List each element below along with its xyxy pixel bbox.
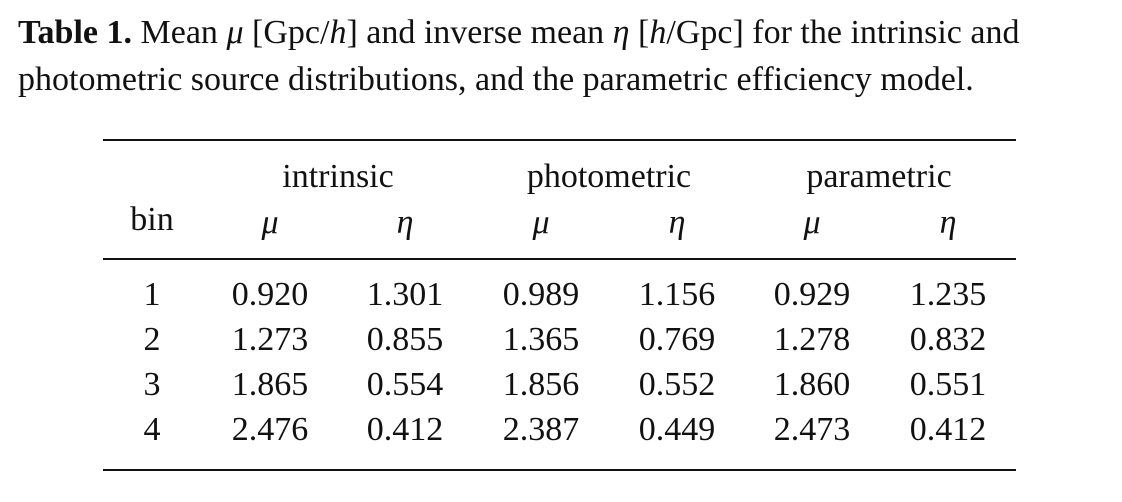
table-cell-bin: 2 bbox=[143, 321, 161, 358]
table-cell: 1.365 bbox=[502, 321, 580, 358]
table-cell: 0.412 bbox=[366, 411, 444, 448]
column-header-mu: μ bbox=[261, 204, 279, 241]
column-header-eta: η bbox=[668, 204, 686, 241]
table-cell: 2.473 bbox=[773, 411, 851, 448]
table-cell-bin: 4 bbox=[143, 411, 161, 448]
table-cell: 1.156 bbox=[638, 276, 716, 313]
table-cell: 0.769 bbox=[638, 321, 716, 358]
table-cell: 0.929 bbox=[773, 276, 851, 313]
caption-text: /Gpc] for the intrinsic and photometric … bbox=[18, 14, 1020, 98]
table-bottom-rule bbox=[103, 469, 1016, 471]
column-header-mu: μ bbox=[803, 204, 821, 241]
column-header-eta: η bbox=[396, 204, 414, 241]
table-cell-bin: 3 bbox=[143, 366, 161, 403]
table-cell: 0.989 bbox=[502, 276, 580, 313]
caption-mu-symbol: μ bbox=[226, 14, 244, 51]
table-cell: 0.855 bbox=[366, 321, 444, 358]
caption-text: [Gpc/ bbox=[243, 14, 330, 51]
table-cell: 1.856 bbox=[502, 366, 580, 403]
group-header-photometric: photometric bbox=[526, 158, 692, 195]
table-cell: 0.832 bbox=[909, 321, 987, 358]
table-caption: Table 1. Mean μ [Gpc/h] and inverse mean… bbox=[18, 9, 1113, 103]
caption-text: ] and inverse mean bbox=[346, 14, 613, 51]
table-cell: 1.860 bbox=[773, 366, 851, 403]
caption-eta-symbol: η bbox=[612, 14, 630, 51]
caption-text: Mean bbox=[132, 14, 227, 51]
table-cell: 0.412 bbox=[909, 411, 987, 448]
table-cell: 1.235 bbox=[909, 276, 987, 313]
table-cell: 1.301 bbox=[366, 276, 444, 313]
column-header-mu: μ bbox=[532, 204, 550, 241]
table-header-rule bbox=[103, 258, 1016, 260]
table-cell: 0.552 bbox=[638, 366, 716, 403]
column-header-bin: bin bbox=[130, 201, 174, 238]
table-cell: 0.551 bbox=[909, 366, 987, 403]
table-cell: 0.920 bbox=[231, 276, 309, 313]
table-cell: 1.273 bbox=[231, 321, 309, 358]
table-cell: 0.449 bbox=[638, 411, 716, 448]
caption-text: [ bbox=[629, 14, 650, 51]
table-cell: 1.278 bbox=[773, 321, 851, 358]
column-header-eta: η bbox=[939, 204, 957, 241]
caption-h-symbol: h bbox=[649, 14, 667, 51]
group-header-parametric: parametric bbox=[806, 158, 952, 195]
table-cell-bin: 1 bbox=[143, 276, 161, 313]
table-cell: 1.865 bbox=[231, 366, 309, 403]
table-top-rule bbox=[103, 139, 1016, 141]
table-cell: 2.476 bbox=[231, 411, 309, 448]
table-cell: 2.387 bbox=[502, 411, 580, 448]
group-header-intrinsic: intrinsic bbox=[282, 158, 394, 195]
caption-h-symbol: h bbox=[329, 14, 347, 51]
table-cell: 0.554 bbox=[366, 366, 444, 403]
caption-label: Table 1. bbox=[18, 14, 133, 51]
